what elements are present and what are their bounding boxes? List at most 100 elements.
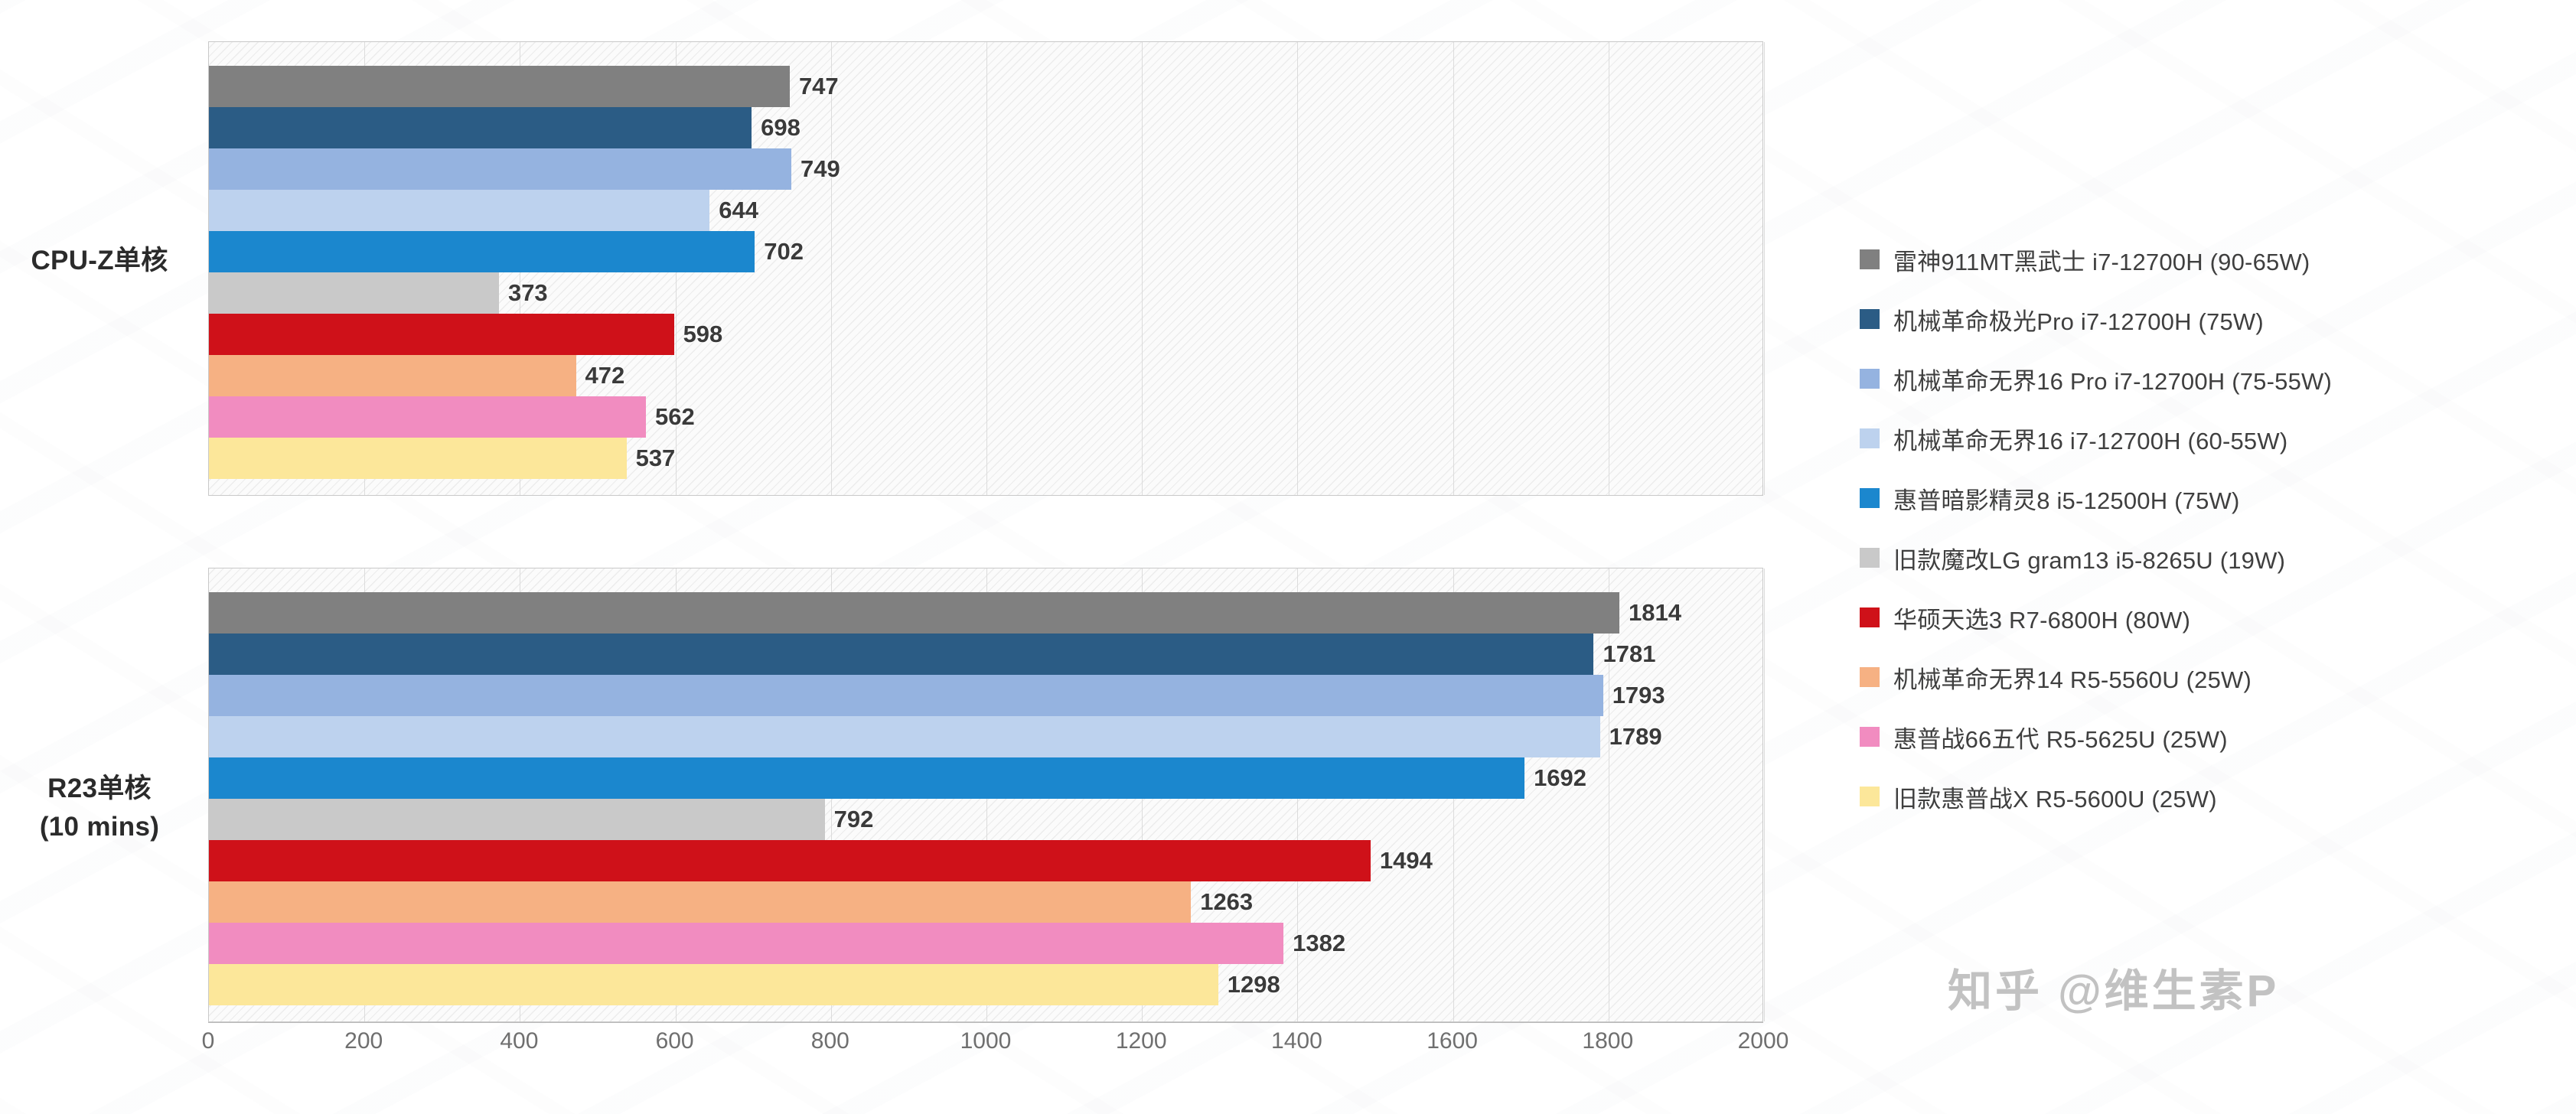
category-label-r23-line1: R23单核 xyxy=(47,774,152,803)
legend-swatch-icon xyxy=(1860,309,1880,329)
bar-value-label: 1494 xyxy=(1379,847,1433,874)
legend-swatch-icon xyxy=(1860,428,1880,448)
bar xyxy=(209,716,1600,757)
watermark-brand: 知乎 @维生素P xyxy=(1948,966,2280,1016)
bar xyxy=(209,840,1371,881)
bar xyxy=(209,438,627,479)
x-tick-label: 800 xyxy=(810,1028,849,1054)
x-tick-label: 1400 xyxy=(1271,1028,1322,1054)
bar xyxy=(209,190,710,231)
legend-item[interactable]: 雷神911MT黑武士 i7-12700H (90-65W) xyxy=(1860,230,2541,289)
legend-label: 机械革命极光Pro i7-12700H (75W) xyxy=(1893,308,2264,335)
bar-row: 1789 xyxy=(209,716,1762,757)
legend-swatch-icon xyxy=(1860,787,1880,806)
bar-row: 1692 xyxy=(209,757,1762,799)
x-tick-label: 2000 xyxy=(1737,1028,1789,1054)
legend-label: 惠普战66五代 R5-5625U (25W) xyxy=(1893,725,2228,753)
bar-row: 537 xyxy=(209,438,1762,479)
x-tick-label: 1800 xyxy=(1582,1028,1634,1054)
legend-item[interactable]: 机械革命无界16 Pro i7-12700H (75-55W) xyxy=(1860,349,2541,409)
bar-row: 1382 xyxy=(209,923,1762,964)
grouped-bar-chart: CPU-Z单核 R23单核 (10 mins) 747 698 749 644 702 37… xyxy=(5,41,1789,1074)
bar xyxy=(209,396,646,438)
bar-value-label: 1793 xyxy=(1612,682,1665,708)
legend-swatch-icon xyxy=(1860,607,1880,627)
bar-value-label: 537 xyxy=(635,445,676,471)
legend-item[interactable]: 旧款魔改LG gram13 i5-8265U (19W) xyxy=(1860,528,2541,588)
bar-group-r23: 1814 1781 1793 1789 1692 792 1494 1263 1382 1298 xyxy=(209,568,1762,1021)
legend-label: 雷神911MT黑武士 i7-12700H (90-65W) xyxy=(1893,248,2310,275)
x-axis-line xyxy=(208,1022,1763,1023)
bar-value-label: 644 xyxy=(719,197,759,223)
legend-swatch-icon xyxy=(1860,249,1880,269)
bar-row: 698 xyxy=(209,107,1762,148)
bar xyxy=(209,355,576,396)
bar xyxy=(209,314,674,355)
category-label-cpuz: CPU-Z单核 xyxy=(31,246,168,275)
legend-item[interactable]: 华硕天选3 R7-6800H (80W) xyxy=(1860,588,2541,647)
legend-item[interactable]: 机械革命无界16 i7-12700H (60-55W) xyxy=(1860,409,2541,468)
bar xyxy=(209,881,1192,923)
bar-row: 598 xyxy=(209,314,1762,355)
bar xyxy=(209,799,825,840)
bar-row: 1781 xyxy=(209,634,1762,675)
bar-group-cpuz: 747 698 749 644 702 373 598 472 562 537 xyxy=(209,42,1762,495)
x-tick-label: 0 xyxy=(201,1028,215,1054)
category-label-r23-line2: (10 mins) xyxy=(39,811,160,842)
legend-item[interactable]: 旧款惠普战X R5-5600U (25W) xyxy=(1860,767,2541,826)
bar-value-label: 1263 xyxy=(1200,888,1254,915)
bar-row: 373 xyxy=(209,272,1762,314)
legend-item[interactable]: 惠普战66五代 R5-5625U (25W) xyxy=(1860,707,2541,767)
bar-row: 472 xyxy=(209,355,1762,396)
gridline xyxy=(1764,42,1765,495)
bar-value-label: 749 xyxy=(800,155,840,182)
bar-value-label: 698 xyxy=(761,114,801,141)
legend-item[interactable]: 机械革命极光Pro i7-12700H (75W) xyxy=(1860,289,2541,349)
x-tick-label: 200 xyxy=(344,1028,383,1054)
bar-value-label: 702 xyxy=(764,238,804,265)
bar xyxy=(209,592,1620,634)
x-tick-label: 1000 xyxy=(960,1028,1012,1054)
legend-label: 旧款惠普战X R5-5600U (25W) xyxy=(1893,785,2217,813)
bar xyxy=(209,66,790,107)
chart-legend: 雷神911MT黑武士 i7-12700H (90-65W) 机械革命极光Pro i… xyxy=(1860,230,2541,826)
plot-panel-r23: 1814 1781 1793 1789 1692 792 1494 1263 1382 1298 xyxy=(208,568,1765,1022)
legend-label: 机械革命无界14 R5-5560U (25W) xyxy=(1893,666,2252,693)
bar-value-label: 598 xyxy=(683,321,723,347)
bar-value-label: 562 xyxy=(654,403,695,430)
legend-swatch-icon xyxy=(1860,667,1880,687)
x-tick-label: 1200 xyxy=(1115,1028,1167,1054)
bar-value-label: 472 xyxy=(585,362,625,389)
bar xyxy=(209,107,752,148)
gridline xyxy=(1764,568,1765,1021)
bar-value-label: 747 xyxy=(798,73,839,99)
bar-row: 1298 xyxy=(209,964,1762,1005)
legend-label: 惠普暗影精灵8 i5-12500H (75W) xyxy=(1893,487,2240,514)
bar xyxy=(209,634,1594,675)
legend-label: 华硕天选3 R7-6800H (80W) xyxy=(1893,606,2191,634)
bar-row: 1814 xyxy=(209,592,1762,634)
legend-label: 机械革命无界16 i7-12700H (60-55W) xyxy=(1893,427,2288,454)
bar-value-label: 1781 xyxy=(1603,640,1656,667)
bar-row: 702 xyxy=(209,231,1762,272)
legend-swatch-icon xyxy=(1860,369,1880,389)
legend-swatch-icon xyxy=(1860,488,1880,508)
legend-item[interactable]: 惠普暗影精灵8 i5-12500H (75W) xyxy=(1860,468,2541,528)
x-tick-label: 600 xyxy=(655,1028,694,1054)
bar-row: 1494 xyxy=(209,840,1762,881)
bar-row: 1263 xyxy=(209,881,1762,923)
bar-value-label: 373 xyxy=(507,279,548,306)
bar-value-label: 792 xyxy=(833,806,874,832)
bar xyxy=(209,757,1525,799)
bar-row: 644 xyxy=(209,190,1762,231)
bar-value-label: 1692 xyxy=(1534,764,1587,791)
legend-swatch-icon xyxy=(1860,548,1880,568)
bar-row: 792 xyxy=(209,799,1762,840)
plot-panel-cpuz: 747 698 749 644 702 373 598 472 562 537 xyxy=(208,41,1765,496)
legend-label: 机械革命无界16 Pro i7-12700H (75-55W) xyxy=(1893,367,2332,395)
bar-row: 562 xyxy=(209,396,1762,438)
legend-item[interactable]: 机械革命无界14 R5-5560U (25W) xyxy=(1860,647,2541,707)
category-label-r23: R23单核 (10 mins) xyxy=(5,770,194,845)
x-axis-tick-labels: 0 200 400 600 800 1000 1200 1400 1600 1800 2000 xyxy=(202,1028,1789,1074)
